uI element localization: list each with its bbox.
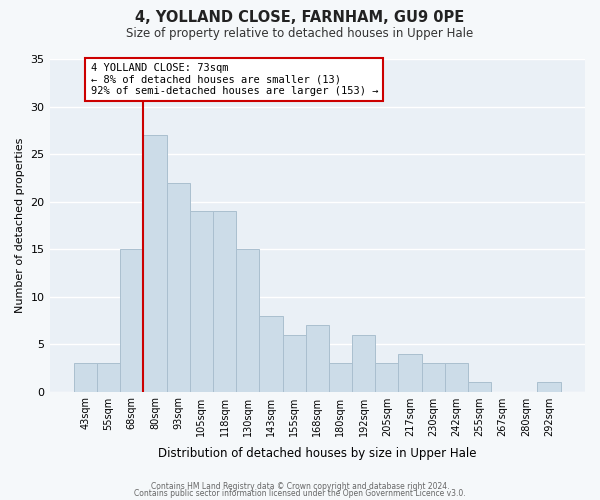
Y-axis label: Number of detached properties: Number of detached properties xyxy=(15,138,25,313)
Bar xyxy=(375,363,398,392)
Bar xyxy=(190,211,213,392)
Bar xyxy=(236,249,259,392)
Bar xyxy=(305,325,329,392)
Bar xyxy=(97,363,120,392)
Text: Contains HM Land Registry data © Crown copyright and database right 2024.: Contains HM Land Registry data © Crown c… xyxy=(151,482,449,491)
Text: 4 YOLLAND CLOSE: 73sqm
← 8% of detached houses are smaller (13)
92% of semi-deta: 4 YOLLAND CLOSE: 73sqm ← 8% of detached … xyxy=(91,63,378,96)
Bar xyxy=(468,382,491,392)
X-axis label: Distribution of detached houses by size in Upper Hale: Distribution of detached houses by size … xyxy=(158,447,476,460)
Bar xyxy=(445,363,468,392)
Bar xyxy=(143,135,167,392)
Text: 4, YOLLAND CLOSE, FARNHAM, GU9 0PE: 4, YOLLAND CLOSE, FARNHAM, GU9 0PE xyxy=(136,10,464,25)
Bar xyxy=(352,334,375,392)
Bar xyxy=(329,363,352,392)
Bar xyxy=(74,363,97,392)
Bar xyxy=(422,363,445,392)
Text: Contains public sector information licensed under the Open Government Licence v3: Contains public sector information licen… xyxy=(134,489,466,498)
Bar xyxy=(213,211,236,392)
Bar xyxy=(398,354,422,392)
Bar xyxy=(259,316,283,392)
Bar xyxy=(120,249,143,392)
Bar xyxy=(538,382,560,392)
Bar xyxy=(283,334,305,392)
Bar xyxy=(167,182,190,392)
Text: Size of property relative to detached houses in Upper Hale: Size of property relative to detached ho… xyxy=(127,28,473,40)
